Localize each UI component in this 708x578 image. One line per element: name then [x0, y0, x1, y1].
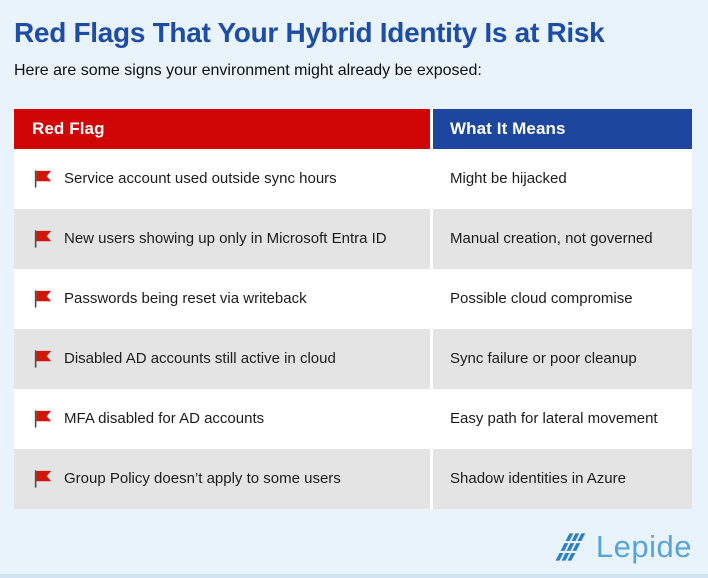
meaning-text: Easy path for lateral movement — [450, 410, 658, 428]
red-flag-icon — [34, 229, 52, 248]
table-row: Disabled AD accounts still active in clo… — [14, 328, 692, 389]
red-flag-text: Passwords being reset via writeback — [64, 290, 307, 308]
red-flag-icon — [34, 349, 52, 368]
meaning-cell: Sync failure or poor cleanup — [433, 328, 692, 389]
meaning-text: Shadow identities in Azure — [450, 470, 626, 488]
red-flag-text: Service account used outside sync hours — [64, 170, 337, 188]
lepide-logo-icon — [555, 533, 586, 561]
meaning-cell: Manual creation, not governed — [433, 208, 692, 269]
table-row: Passwords being reset via writeback Poss… — [14, 268, 692, 329]
red-flag-cell: Service account used outside sync hours — [14, 148, 430, 209]
meaning-text: Possible cloud compromise — [450, 290, 633, 308]
red-flag-cell: Passwords being reset via writeback — [14, 268, 430, 329]
red-flag-text: Group Policy doesn’t apply to some users — [64, 470, 341, 488]
meaning-text: Manual creation, not governed — [450, 230, 653, 248]
meaning-cell: Possible cloud compromise — [433, 268, 692, 329]
red-flag-icon — [34, 169, 52, 188]
table-row: Group Policy doesn’t apply to some users… — [14, 448, 692, 509]
red-flag-cell: MFA disabled for AD accounts — [14, 388, 430, 449]
red-flags-table: Red Flag What It Means Service account u… — [14, 108, 692, 509]
red-flag-text: New users showing up only in Microsoft E… — [64, 230, 387, 248]
lepide-wordmark: Lepide — [595, 529, 692, 564]
red-flag-text: Disabled AD accounts still active in clo… — [64, 350, 336, 368]
table-body: Service account used outside sync hours … — [14, 148, 692, 509]
red-flag-icon — [34, 289, 52, 308]
meaning-cell: Easy path for lateral movement — [433, 388, 692, 449]
table-header-row: Red Flag What It Means — [14, 108, 692, 149]
page-subtitle: Here are some signs your environment mig… — [14, 61, 482, 79]
meaning-text: Sync failure or poor cleanup — [450, 350, 637, 368]
meaning-cell: Shadow identities in Azure — [433, 448, 692, 509]
page-title: Red Flags That Your Hybrid Identity Is a… — [14, 17, 605, 48]
header-cell-red-flag: Red Flag — [14, 108, 430, 149]
bottom-edge-strip — [0, 574, 708, 578]
red-flag-icon — [34, 469, 52, 488]
red-flag-icon — [34, 409, 52, 428]
lepide-logo: Lepide — [555, 529, 692, 565]
red-flag-cell: Group Policy doesn’t apply to some users — [14, 448, 430, 509]
meaning-cell: Might be hijacked — [433, 148, 692, 209]
red-flag-text: MFA disabled for AD accounts — [64, 410, 265, 428]
table-row: Service account used outside sync hours … — [14, 148, 692, 209]
table-row: New users showing up only in Microsoft E… — [14, 208, 692, 269]
meaning-text: Might be hijacked — [450, 170, 567, 188]
red-flag-cell: New users showing up only in Microsoft E… — [14, 208, 430, 269]
header-cell-what-it-means: What It Means — [433, 108, 692, 149]
table-row: MFA disabled for AD accounts Easy path f… — [14, 388, 692, 449]
red-flag-cell: Disabled AD accounts still active in clo… — [14, 328, 430, 389]
